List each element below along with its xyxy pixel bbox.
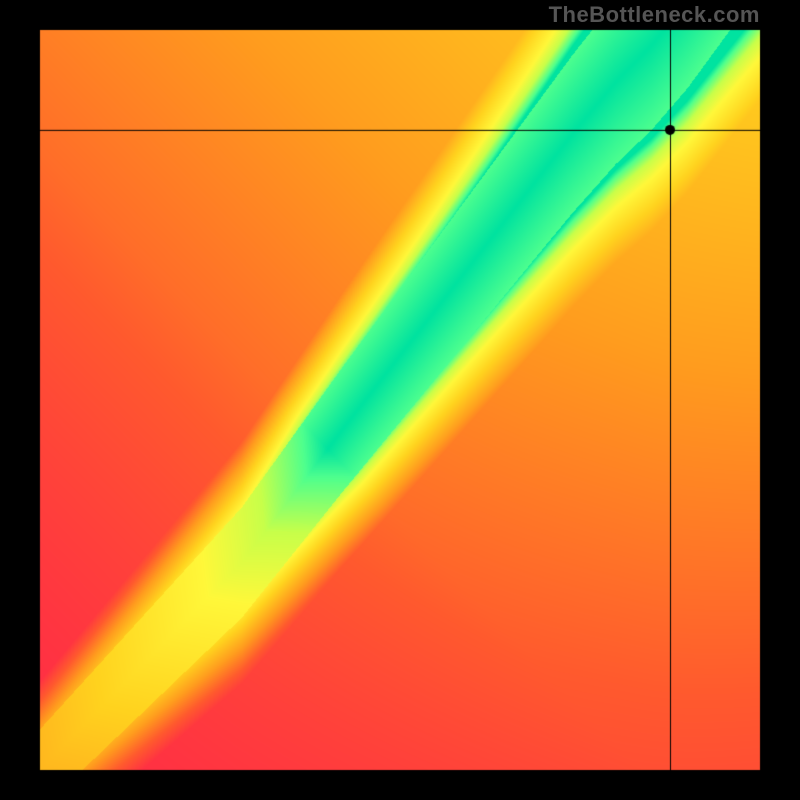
attribution-text: TheBottleneck.com bbox=[549, 2, 760, 28]
chart-container: TheBottleneck.com bbox=[0, 0, 800, 800]
bottleneck-heatmap bbox=[0, 0, 800, 800]
